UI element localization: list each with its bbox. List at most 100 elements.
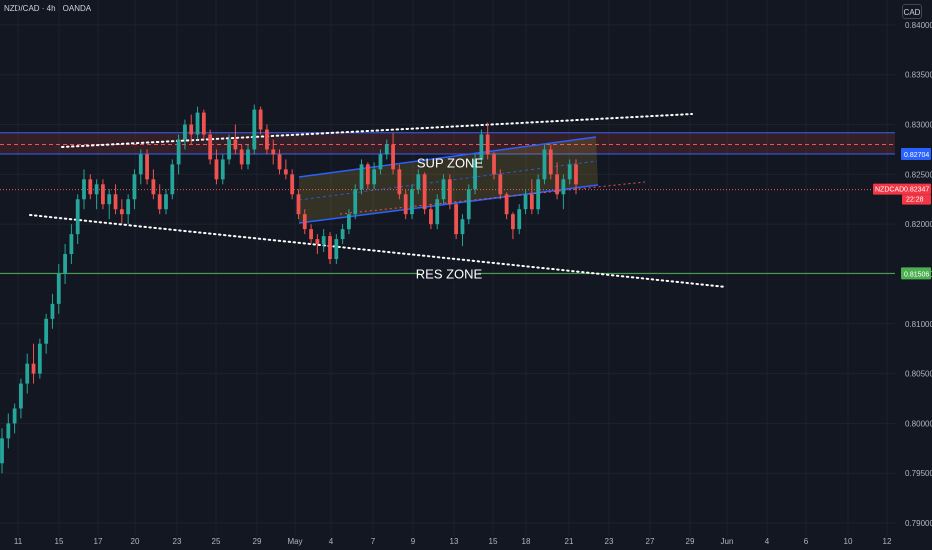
candles bbox=[0, 104, 578, 474]
price-tag-value: 0.82347 bbox=[904, 187, 929, 194]
price-tag-value: 0.82704 bbox=[904, 152, 929, 159]
candle-body bbox=[151, 179, 156, 195]
time-tick-label: 23 bbox=[605, 537, 614, 546]
candle-body bbox=[132, 174, 137, 200]
candle-body bbox=[69, 234, 74, 255]
candle-body bbox=[492, 154, 496, 175]
candle-body bbox=[258, 109, 263, 130]
upper-trendline bbox=[61, 113, 693, 148]
candle-body bbox=[523, 194, 528, 210]
time-tick-label: 11 bbox=[14, 537, 23, 546]
candle-body bbox=[265, 129, 269, 150]
lower-trendline bbox=[29, 214, 727, 288]
candle-body bbox=[309, 229, 313, 240]
candle-body bbox=[283, 169, 288, 175]
candle-body bbox=[372, 169, 377, 185]
candle-body bbox=[353, 189, 358, 215]
candle-body bbox=[328, 236, 332, 260]
res-zone-label: RES ZONE bbox=[416, 266, 483, 281]
candle-body bbox=[542, 149, 547, 180]
res-zone-bg bbox=[420, 265, 478, 282]
price-tick-label: 0.82500 bbox=[905, 170, 932, 179]
candle-body bbox=[277, 154, 282, 170]
candle-body bbox=[391, 144, 395, 170]
candle-body bbox=[416, 174, 421, 190]
candle-body bbox=[183, 124, 187, 140]
candle-body bbox=[567, 164, 572, 180]
candle-body bbox=[403, 194, 408, 215]
candle-body bbox=[94, 184, 99, 195]
time-tick-label: 18 bbox=[522, 537, 531, 546]
candle-body bbox=[561, 179, 566, 195]
red-dotted-trendline bbox=[339, 181, 646, 215]
candle-body bbox=[485, 134, 490, 155]
candle-body bbox=[233, 139, 238, 150]
candle-body bbox=[422, 174, 427, 210]
price-tick-label: 0.80500 bbox=[905, 370, 932, 379]
price-tags: 0.82704 NZDCAD 0.82347 22:28 0.81506 bbox=[873, 148, 931, 280]
channel-top bbox=[298, 136, 597, 178]
time-tick-label: 15 bbox=[55, 537, 64, 546]
price-tick-label: 0.83500 bbox=[905, 71, 932, 80]
candle-body bbox=[454, 204, 459, 235]
price-tag-bg bbox=[873, 183, 931, 195]
candle-body bbox=[359, 164, 364, 190]
symbol-title: NZD/CAD · 4h · OANDA bbox=[4, 4, 92, 13]
candle-body bbox=[397, 169, 402, 195]
candle-body bbox=[321, 236, 326, 245]
candle-body bbox=[44, 318, 49, 344]
candle-body bbox=[347, 214, 351, 230]
candle-body bbox=[290, 174, 295, 195]
time-tick-label: 15 bbox=[489, 537, 498, 546]
candle-body bbox=[189, 124, 194, 135]
candle-body bbox=[113, 194, 118, 210]
candle-body bbox=[302, 214, 307, 230]
candle-body bbox=[365, 164, 370, 185]
candle-body bbox=[555, 174, 559, 195]
candle-body bbox=[164, 194, 168, 210]
candle-body bbox=[410, 189, 414, 215]
candle-body bbox=[12, 408, 17, 424]
candle-body bbox=[498, 174, 503, 195]
price-tick-label: 0.83000 bbox=[905, 121, 932, 130]
price-tick-label: 0.81000 bbox=[905, 320, 932, 329]
time-tick-label: 27 bbox=[646, 537, 655, 546]
candle-body bbox=[315, 239, 320, 245]
candle-body bbox=[176, 139, 181, 165]
candle-body bbox=[145, 154, 149, 180]
candle-body bbox=[19, 383, 23, 409]
candle-body bbox=[239, 149, 244, 165]
candle-body bbox=[119, 209, 124, 215]
candle-body bbox=[31, 363, 36, 374]
price-tick-label: 0.82000 bbox=[905, 220, 932, 229]
candle-body bbox=[271, 149, 276, 155]
price-tag-bg bbox=[901, 267, 931, 280]
currency-button[interactable]: CAD bbox=[902, 4, 922, 19]
candle-body bbox=[473, 159, 477, 190]
candle-body bbox=[517, 209, 522, 230]
candle-body bbox=[88, 179, 93, 195]
time-tick-label: 17 bbox=[94, 537, 103, 546]
candle-body bbox=[252, 109, 257, 150]
candle-body bbox=[50, 303, 55, 319]
sup-zone-label: SUP ZONE bbox=[417, 155, 484, 170]
candle-body bbox=[227, 139, 231, 160]
candle-body bbox=[208, 134, 213, 160]
time-tick-label: 6 bbox=[804, 537, 809, 546]
candle-body bbox=[25, 363, 30, 384]
candle-body bbox=[340, 229, 345, 240]
time-tick-label: 20 bbox=[131, 537, 140, 546]
candle-body bbox=[170, 164, 175, 195]
candle-body bbox=[126, 199, 131, 215]
candle-body bbox=[220, 159, 225, 180]
candle-body bbox=[574, 164, 578, 185]
price-tick-label: 0.84000 bbox=[905, 21, 932, 30]
candle-body bbox=[435, 199, 440, 225]
candle-body bbox=[466, 189, 471, 220]
time-axis[interactable]: 11 15 17 20 23 25 29 May 4 7 9 13 15 18 21 23 27 29 Jun 4 6 1… bbox=[14, 537, 892, 546]
time-tick-label: 7 bbox=[371, 537, 376, 546]
candle-body bbox=[504, 194, 509, 215]
candle-body bbox=[157, 194, 162, 210]
candle-body bbox=[56, 273, 61, 304]
